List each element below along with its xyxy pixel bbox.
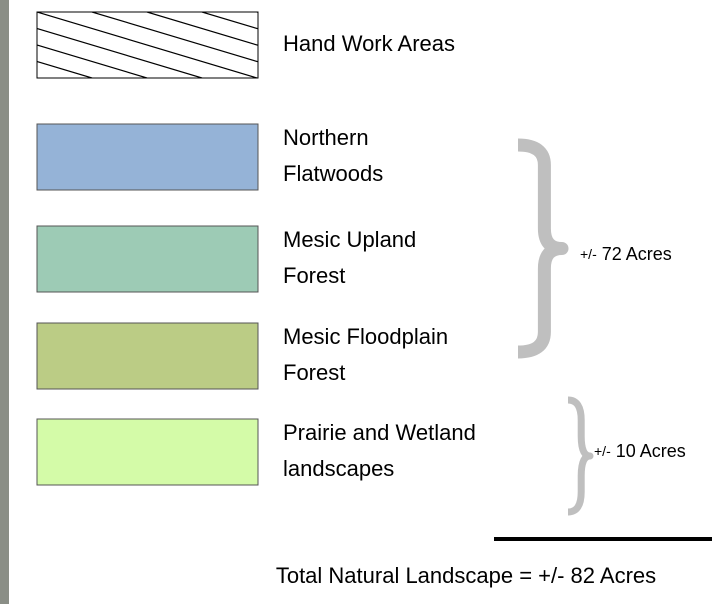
item-label: Forest <box>283 360 345 385</box>
group-acres: 10 Acres <box>616 441 686 461</box>
item-label: Forest <box>283 263 345 288</box>
group-prefix: +/- <box>580 246 597 262</box>
hatch-line <box>0 12 92 78</box>
item-label: Northern <box>283 125 369 150</box>
item-label: Prairie and Wetland <box>283 420 476 445</box>
item-label: Flatwoods <box>283 161 383 186</box>
legend: Hand Work Areas Northern Flatwoods Mesic Up… <box>0 0 719 604</box>
item-label: Hand Work Areas <box>283 31 455 56</box>
acre-groups: +/- 72 Acres +/- 10 Acres <box>518 145 686 512</box>
swatch <box>37 323 258 389</box>
hatch-line <box>0 12 202 78</box>
item-label: Mesic Upland <box>283 227 416 252</box>
legend-items: Hand Work Areas Northern Flatwoods Mesic Up… <box>0 12 532 485</box>
swatch <box>37 226 258 292</box>
group-acres: 72 Acres <box>602 244 672 264</box>
item-label: Mesic Floodplain <box>283 324 448 349</box>
hatch-line <box>92 12 312 78</box>
group-label: +/- 10 Acres <box>594 441 686 461</box>
brace <box>568 400 590 512</box>
total-label: Total Natural Landscape = +/- 82 Acres <box>276 563 656 588</box>
hatch-line <box>37 12 257 78</box>
swatch <box>37 124 258 190</box>
item-label: landscapes <box>283 456 394 481</box>
swatch <box>37 419 258 485</box>
group-label: +/- 72 Acres <box>580 244 672 264</box>
brace <box>518 145 562 352</box>
map-edge <box>0 0 9 604</box>
group-prefix: +/- <box>594 443 611 459</box>
